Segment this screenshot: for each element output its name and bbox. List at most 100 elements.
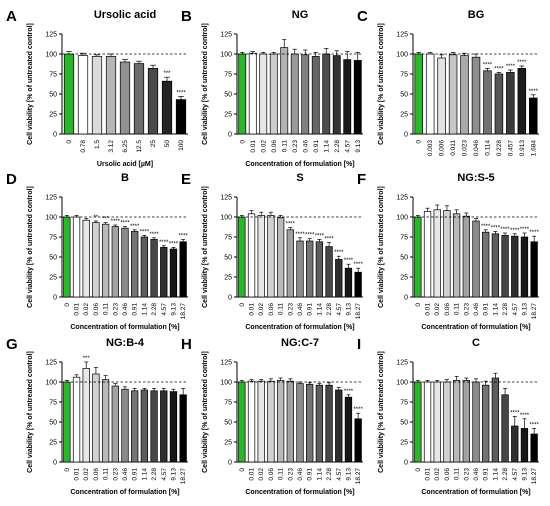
x-axis-label: Concentration of formulation [%] [245,324,354,331]
x-tick-label: 0.11 [278,303,285,316]
bar [517,68,527,135]
x-tick-label: 0.01 [249,303,256,316]
panel-title: BG [468,9,485,21]
significance-label: **** [334,250,344,256]
bar [248,52,257,135]
significance-label: **** [353,407,363,413]
x-tick-label: 0.91 [307,303,314,316]
bar [462,380,470,463]
significance-label: **** [529,89,539,95]
x-tick-label: 1.5 [94,140,101,149]
y-tick-label: 75 [49,400,57,407]
bar [343,59,352,135]
x-tick-label: 0.114 [484,140,491,156]
significance-label: **** [305,233,315,239]
significance-label: **** [178,233,188,239]
bar [286,380,294,463]
bar [296,240,304,298]
significance-label: **** [315,233,325,239]
bar [306,384,314,463]
x-tick-label: 0.003 [427,140,434,157]
bar [160,390,168,463]
bar [530,433,538,463]
x-tick-label: 1.14 [316,468,323,481]
bar [91,56,103,135]
bar [425,53,435,135]
y-tick-label: 125 [396,32,408,39]
x-axis-label: Concentration of formulation [%] [421,489,530,496]
x-tick-label: 0 [415,468,422,472]
x-tick-label: 2.28 [334,140,341,153]
x-tick-label: 0.457 [507,140,514,157]
y-tick-label: 125 [45,32,57,39]
bar [433,381,441,463]
x-tick-label: 0.23 [112,303,119,316]
bar [111,226,119,298]
bar [452,213,461,298]
x-tick-label: 0.06 [271,140,278,153]
x-tick-label: 9.13 [521,303,528,316]
y-tick-label: 0 [404,460,408,467]
x-tick-label: 9.13 [355,140,362,153]
y-tick-label: 75 [400,72,408,79]
y-tick-label: 50 [400,255,408,262]
y-tick-label: 75 [400,400,408,407]
y-axis-label: Cell viability [% of untreated control] [202,351,209,473]
significance-label: **** [481,224,491,230]
x-tick-label: 0.11 [454,303,461,316]
x-tick-label: 0.02 [83,468,90,481]
x-tick-label: 0.01 [74,303,81,316]
significance-label: **** [510,410,520,416]
x-tick-label: 9.13 [170,303,177,316]
panel-title: S [296,172,303,184]
x-tick-label: 0.46 [122,468,129,481]
bar [529,97,538,135]
significance-label: *** [102,217,110,223]
x-tick-label: 0.01 [425,303,432,316]
x-tick-label: 4.57 [161,303,168,316]
x-tick-label: 0.06 [268,303,275,316]
bar [414,381,422,463]
x-tick-label: 0.02 [434,303,441,316]
bar [269,53,278,135]
significance-label: ** [94,215,99,221]
panel-e: E S 0 25 50 75 100 125 Cell viability [% of untr… [181,171,363,331]
significance-label: **** [324,237,334,243]
significance-label: **** [169,241,179,247]
bar [286,229,294,298]
y-tick-label: 50 [224,255,232,262]
bar [257,380,265,463]
x-tick-label: 4.57 [161,468,168,481]
bar [301,54,310,135]
bar [175,99,187,135]
x-tick-label: 50 [164,140,171,148]
bar [179,241,187,298]
y-tick-label: 100 [220,380,232,387]
significance-label: **** [491,225,501,231]
y-tick-label: 50 [224,92,232,99]
bar [353,60,362,135]
x-tick-label: 4.57 [512,303,519,316]
bar [414,53,423,135]
panel-letter: I [357,336,361,353]
bar [92,222,100,298]
bar [423,381,432,463]
bar [161,80,173,135]
x-tick-label: 0.06 [268,468,275,481]
x-tick-label: 0.01 [249,468,256,481]
x-tick-label: 18.27 [355,303,362,320]
significance-label: **** [120,221,130,227]
bar [259,53,268,135]
y-tick-label: 0 [53,460,57,467]
bar [482,384,490,463]
x-tick-label: 18.27 [355,468,362,485]
y-tick-label: 125 [220,360,232,367]
significance-label: **** [520,227,530,233]
x-tick-label: 0 [64,303,71,307]
bar [160,247,168,298]
bar [247,213,256,298]
x-tick-label: 0 [66,140,73,144]
panel-letter: C [357,8,368,25]
x-tick-label: 0.91 [132,468,139,481]
